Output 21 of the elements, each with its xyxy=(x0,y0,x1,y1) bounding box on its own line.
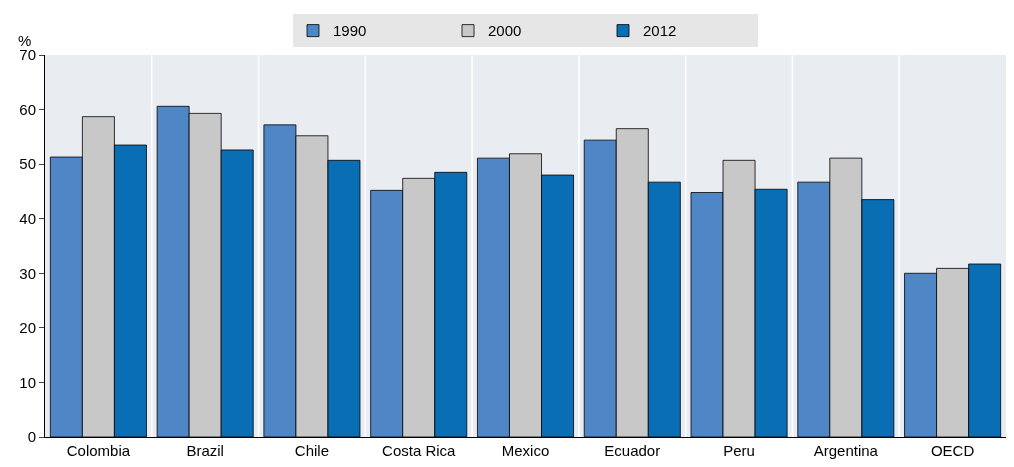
x-tick-label: Argentina xyxy=(813,442,879,459)
x-tick-label: OECD xyxy=(930,442,975,459)
legend-label: 2000 xyxy=(488,22,522,40)
x-tick-label: Costa Rica xyxy=(382,442,457,459)
x-tick-label: Mexico xyxy=(501,442,550,459)
y-tick-label: 0 xyxy=(27,428,36,446)
y-tick-label: 10 xyxy=(19,373,36,391)
y-axis-title: % xyxy=(18,32,32,49)
y-tick-label: 50 xyxy=(19,155,36,173)
y-tick-label: 70 xyxy=(19,46,36,64)
x-tick-label: Colombia xyxy=(66,442,131,459)
y-tick-label: 60 xyxy=(19,100,36,118)
x-tick-label: Brazil xyxy=(186,442,224,459)
x-tick-label: Ecuador xyxy=(604,442,661,459)
y-tick-label: 30 xyxy=(19,264,36,282)
x-tick-label: Chile xyxy=(294,442,330,459)
y-tick-label: 40 xyxy=(19,209,36,227)
legend-label: 1990 xyxy=(333,22,367,40)
x-tick-label: Peru xyxy=(723,442,755,459)
legend-label: 2012 xyxy=(643,22,677,40)
y-tick-label: 20 xyxy=(19,319,36,337)
